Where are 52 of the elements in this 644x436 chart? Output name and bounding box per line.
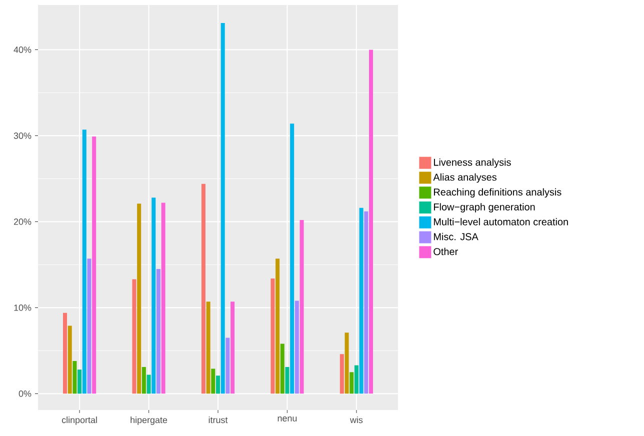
legend-label: Reaching definitions analysis xyxy=(434,188,562,198)
bar xyxy=(152,198,156,394)
bar xyxy=(132,279,136,394)
bar xyxy=(201,184,206,394)
bar xyxy=(294,300,299,394)
bar xyxy=(226,338,230,394)
legend-label: Alias analyses xyxy=(433,173,496,183)
y-tick-label: 20% xyxy=(14,218,32,225)
bar xyxy=(270,278,275,394)
bar xyxy=(78,370,82,394)
bar xyxy=(230,302,235,394)
bar xyxy=(206,302,210,394)
bar xyxy=(72,360,77,394)
bar xyxy=(364,211,368,394)
bar xyxy=(300,220,304,394)
legend-label: Other xyxy=(434,248,458,256)
bar xyxy=(62,312,68,394)
bar xyxy=(137,204,142,394)
x-tick-label: itrust xyxy=(208,416,228,424)
x-tick-label: clinportal xyxy=(62,416,97,425)
bar xyxy=(68,326,72,394)
x-tick-label: hipergate xyxy=(130,416,168,425)
bar xyxy=(368,50,374,394)
bar xyxy=(285,367,290,394)
y-tick-label: 10% xyxy=(14,304,32,311)
bar xyxy=(354,365,358,394)
bar xyxy=(142,367,146,394)
bar xyxy=(146,374,151,394)
y-tick-label: 0% xyxy=(18,390,32,397)
bar xyxy=(92,136,96,394)
bar xyxy=(344,332,349,394)
bar xyxy=(350,372,354,394)
bar xyxy=(340,354,344,394)
y-tick-label: 40% xyxy=(14,46,32,53)
x-tick-label: wis xyxy=(350,416,363,424)
legend-label: Multi−level automaton creation xyxy=(434,218,568,226)
legend-label: Misc. JSA xyxy=(434,232,478,240)
bar xyxy=(220,23,225,394)
bar xyxy=(290,124,294,394)
bar xyxy=(87,258,92,394)
legend-label: Liveness analysis xyxy=(434,158,511,168)
bar xyxy=(82,130,86,394)
bar xyxy=(216,376,220,394)
bar xyxy=(211,368,216,394)
bar xyxy=(161,202,166,394)
bar xyxy=(276,258,280,394)
legend-label: Flow−graph generation xyxy=(434,203,535,212)
bar xyxy=(156,268,160,394)
bar xyxy=(280,344,284,394)
x-tick-label: nenu xyxy=(278,416,297,422)
y-tick-label: 30% xyxy=(14,132,32,139)
bar xyxy=(359,208,364,394)
